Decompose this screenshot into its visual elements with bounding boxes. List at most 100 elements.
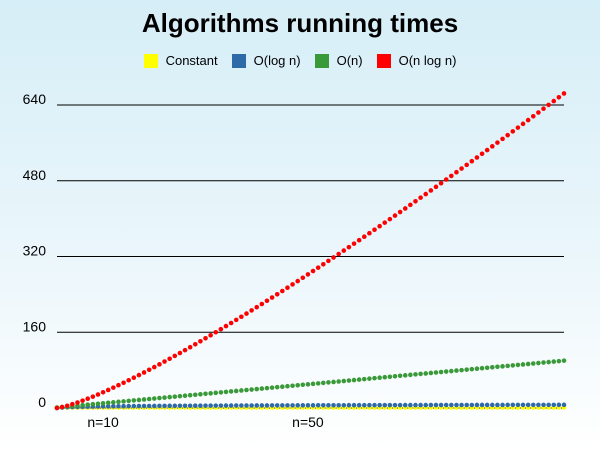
data-point [331,379,336,385]
data-point [264,403,270,408]
data-point [321,261,326,267]
data-point [479,151,485,157]
y-tick-label: 640 [23,91,47,107]
data-point [551,98,557,104]
data-point [285,383,290,389]
data-point [290,383,295,389]
data-point [356,402,362,408]
data-point [274,291,280,297]
data-point [105,400,111,406]
data-point [387,374,393,380]
data-point [259,403,265,408]
data-point [80,402,85,408]
data-point [152,403,157,409]
data-point [346,402,352,408]
data-point [490,364,495,370]
data-point [321,402,326,408]
legend-swatch-n-log-n [376,53,391,68]
data-point [530,361,536,366]
data-point [418,402,423,408]
series-1 [54,402,567,411]
data-point [331,255,336,260]
data-point [213,390,219,396]
data-point [131,403,137,409]
data-point [520,402,526,408]
data-point [556,94,562,100]
data-point [367,376,372,381]
data-point [387,402,393,408]
data-point [449,173,454,179]
data-point [469,366,475,372]
legend-label-constant: Constant [165,53,218,68]
data-point [341,248,347,253]
y-tick-label: 160 [23,318,47,334]
data-point [177,350,183,356]
data-point [182,403,188,409]
chart-title: Algorithms running times [141,8,459,38]
data-point [402,402,408,408]
data-point [397,373,403,379]
data-point [443,369,449,374]
data-point [126,377,131,383]
data-point [530,114,536,119]
data-point [136,372,142,378]
data-point [474,155,480,160]
data-point [95,392,101,397]
data-point [152,396,157,401]
data-point [280,288,285,294]
data-point [525,117,531,123]
data-point [157,403,162,409]
data-point [423,371,429,376]
y-tick-label: 480 [23,167,47,183]
data-point [172,353,178,359]
data-point [300,275,306,281]
data-point [121,403,126,409]
data-point [249,387,254,392]
data-point [372,227,377,233]
data-point [541,360,546,365]
data-point [233,317,239,323]
data-point [479,402,485,408]
legend-item-constant: Constant [143,53,218,68]
data-point [177,393,183,399]
data-point [136,403,142,409]
data-point [530,402,536,408]
data-point [500,364,505,369]
data-point [423,191,429,197]
y-tick-label: 0 [38,394,46,410]
data-point [167,403,172,409]
data-point [198,403,203,408]
x-annotation-label: n=10 [87,414,119,430]
x-annotation-label: n=50 [292,414,324,430]
data-point [126,398,131,404]
data-point [356,237,362,243]
data-point [551,359,557,364]
data-point [556,402,562,408]
data-point [490,144,495,149]
data-point [295,403,300,408]
data-point [382,220,388,225]
data-point [459,367,464,373]
data-point [111,404,116,409]
data-point [372,375,377,381]
data-point [259,301,265,307]
data-point [561,91,567,96]
data-point [536,402,541,408]
data-point [377,402,382,408]
data-point [464,367,469,372]
data-point [233,388,239,394]
legend-swatch-n [314,53,329,68]
data-point [546,359,551,365]
data-point [254,304,260,310]
data-point [213,329,219,335]
data-point [310,268,316,274]
data-point [152,364,157,370]
data-point [505,132,510,138]
data-point [208,403,213,408]
chart-legend: Constant O(log n) O(n) O(n log n) [0,53,600,68]
data-point [382,402,388,408]
data-point [300,382,306,388]
data-point [413,372,418,377]
data-point [443,177,449,182]
data-point [131,398,137,403]
